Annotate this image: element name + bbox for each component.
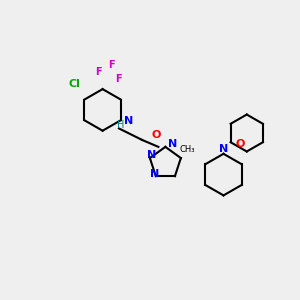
Text: H: H [116,120,124,130]
Text: O: O [152,130,161,140]
Text: N: N [219,143,228,154]
Text: Cl: Cl [69,79,81,89]
Text: O: O [235,139,244,149]
Text: N: N [147,150,156,161]
Text: N: N [168,139,177,149]
Text: CH₃: CH₃ [179,145,195,154]
Text: F: F [109,60,115,70]
Text: N: N [150,169,160,179]
Text: F: F [94,67,101,77]
Text: N: N [124,116,133,126]
Text: F: F [116,74,122,84]
